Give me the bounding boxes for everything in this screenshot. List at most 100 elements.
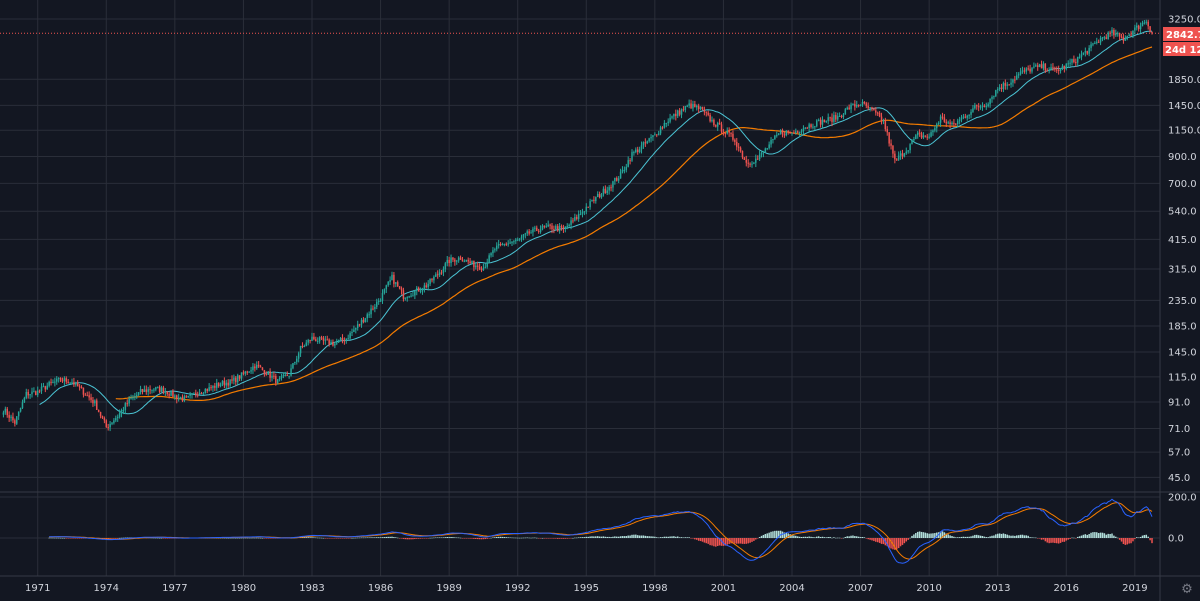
x-tick-label: 1977 [162,583,187,594]
candle-body [1090,44,1092,48]
macd-histogram-bar [520,537,523,539]
macd-histogram-bar [878,538,881,543]
macd-histogram-bar [1054,538,1056,544]
candle-body [776,135,778,137]
macd-histogram-bar [709,538,711,546]
candle-body [263,370,266,375]
macd-histogram-bar [240,537,243,539]
macd-histogram-bar [936,532,938,538]
y-tick-label: 91.0 [1168,397,1190,408]
macd-histogram-bar [305,537,308,538]
macd-histogram-bar [1010,535,1012,538]
candle-body [416,287,418,291]
candle-body [1080,54,1083,57]
macd-histogram-bar [667,536,669,538]
candle-body [736,141,738,147]
candle-body [233,377,235,381]
candle-body [103,418,106,421]
candle-body [814,126,816,128]
candle-body [979,106,982,108]
macd-histogram-bar [1031,537,1033,538]
candle-body [614,178,616,182]
macd-histogram-bar [257,537,260,539]
candle-body [25,391,28,398]
candle-body [250,370,252,372]
candle-body [974,105,976,109]
candle-body [351,331,353,334]
macd-histogram-bar [636,535,639,538]
candle-body [499,244,502,246]
candle-body [444,263,447,270]
candle-body [1050,67,1052,71]
macd-y-tick-label: 200.0 [1168,493,1197,504]
candle-body [265,374,268,376]
macd-histogram-bar [233,537,235,539]
macd-histogram-bar [928,533,930,538]
macd-histogram-bar [366,537,368,538]
macd-histogram-bar [248,537,250,539]
candle-body [210,387,212,389]
candle-body [676,110,679,117]
macd-histogram-bar [164,538,167,539]
macd-histogram-bar [642,535,645,538]
macd-histogram-bar [1035,537,1037,539]
candle-body [1052,67,1054,69]
candle-body [718,122,721,125]
macd-histogram-bar [461,538,464,539]
candle-body [242,372,245,374]
candle-body [899,153,902,156]
macd-histogram-bar [1082,534,1085,538]
macd-histogram-bar [1008,535,1010,538]
candle-body [96,400,98,410]
candle-body [454,259,456,262]
candle-body [1111,29,1113,34]
candle-body [1132,30,1134,36]
macd-histogram-bar [160,537,163,539]
candle-body [741,150,744,158]
macd-histogram-bar [1044,538,1047,542]
candle-body [516,239,519,241]
macd-histogram-bar [54,537,56,539]
macd-histogram-bar [926,533,928,538]
candle-body [10,416,12,418]
candle-body [370,308,372,315]
candle-body [663,123,666,128]
x-tick-label: 2010 [916,583,941,594]
candle-body [166,391,168,395]
macd-histogram-bar [894,538,896,550]
candle-body [358,324,361,326]
macd-histogram-bar [1012,535,1014,538]
macd-histogram-bar [168,538,170,539]
x-tick-label: 2016 [1054,583,1079,594]
macd-histogram-bar [376,537,378,538]
macd-histogram-bar [1071,537,1073,539]
candle-body [640,145,643,150]
macd-histogram-bar [722,538,725,546]
macd-histogram-bar [838,537,841,539]
candle-body [368,314,370,316]
macd-histogram-bar [808,536,810,538]
candle-body [976,105,978,107]
macd-histogram-bar [1130,538,1132,544]
macd-histogram-bar [1105,534,1108,538]
candle-body [38,390,41,392]
macd-histogram-bar [315,537,317,539]
candle-body [545,226,548,228]
candle-body [1084,51,1087,53]
macd-histogram-bar [585,536,588,538]
macd-histogram-bar [518,537,521,539]
macd-histogram-bar [673,536,675,538]
candle-body [406,297,408,299]
candle-body [848,107,850,110]
candle-body [791,132,793,134]
macd-histogram-bar [823,537,826,538]
macd-histogram-bar [981,536,984,538]
candle-body [534,227,536,229]
candle-body [155,387,157,390]
candle-body [435,274,437,277]
candle-body [457,257,460,261]
candle-body [1002,83,1005,89]
gear-icon[interactable]: ⚙ [1181,582,1193,597]
macd-histogram-bar [507,537,509,538]
